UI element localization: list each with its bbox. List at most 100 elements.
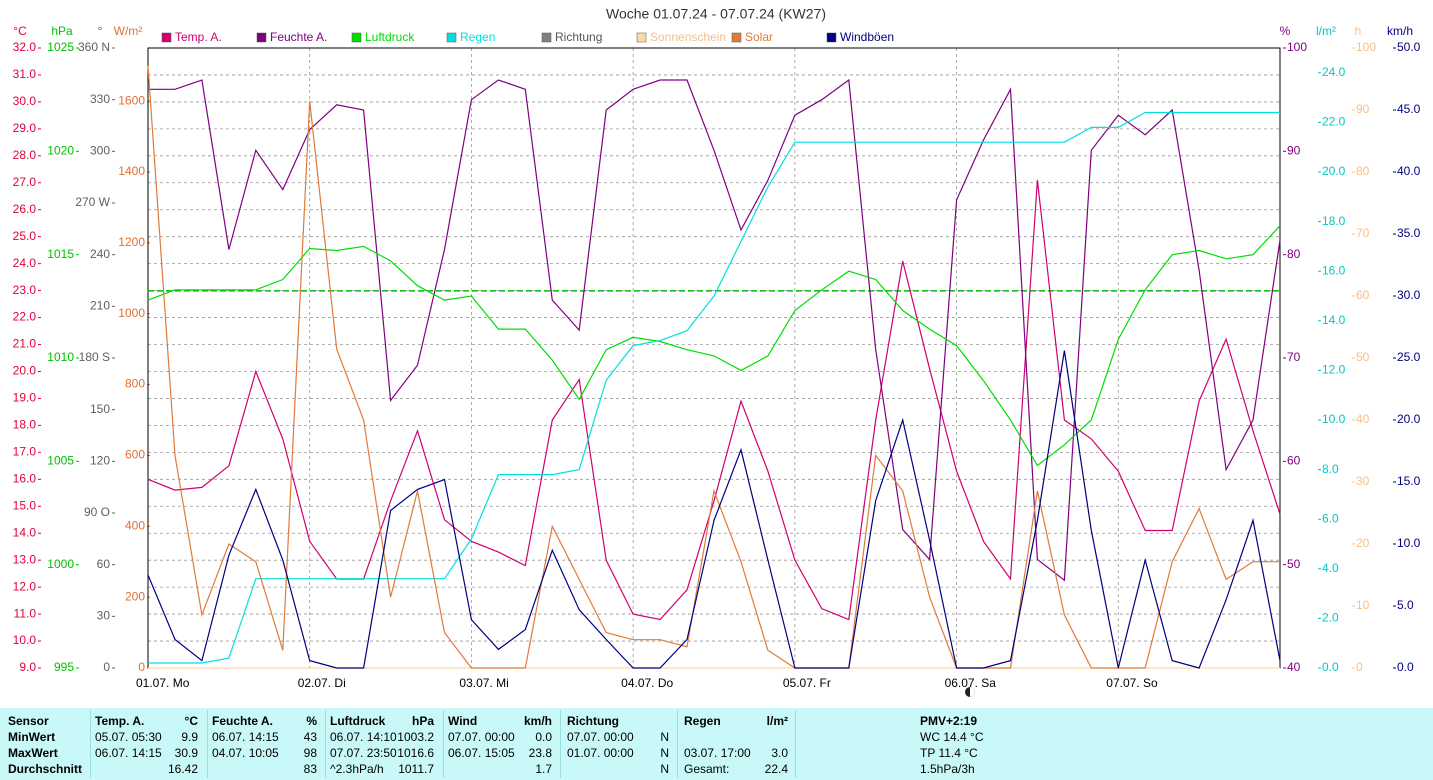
- y-tick-label: 30.0: [13, 94, 37, 108]
- cell: 01.07. 00:00: [567, 746, 634, 760]
- y-tick-label: 10: [1356, 598, 1370, 612]
- cell: N: [660, 762, 669, 776]
- y-tick-label: 1600: [118, 93, 145, 107]
- series-line: [147, 65, 1280, 669]
- axis-unit-label: km/h: [1387, 24, 1413, 38]
- series-line: [147, 350, 1281, 669]
- separator: [207, 710, 208, 778]
- y-tick-label: 19.0: [13, 391, 37, 405]
- row-label: MinWert: [8, 730, 56, 744]
- header: Sensor: [8, 714, 49, 728]
- stats-table: Sensor Temp. A. °C Feuchte A. % Luftdruc…: [0, 708, 1433, 780]
- y-tick-label: 300: [90, 144, 110, 158]
- cell: 06.07. 15:05: [448, 746, 515, 760]
- header: Wind: [448, 714, 478, 728]
- y-tick-label: 15.0: [1397, 474, 1421, 488]
- x-tick-label: 03.07. Mi: [459, 676, 508, 690]
- y-tick-label: 16.0: [1322, 263, 1346, 277]
- axis-unit-label: l/m²: [1316, 24, 1336, 38]
- y-tick-label: 45.0: [1397, 102, 1421, 116]
- y-tick-label: 4.0: [1322, 561, 1339, 575]
- header: km/h: [523, 714, 552, 728]
- cell: 23.8: [528, 746, 552, 760]
- y-tick-label: 240: [90, 247, 110, 261]
- y-tick-label: 600: [125, 448, 145, 462]
- y-tick-label: 40: [1287, 660, 1301, 674]
- legend-swatch: [351, 32, 362, 43]
- y-tick-label: 90: [1356, 102, 1370, 116]
- y-tick-label: 16.0: [13, 471, 37, 485]
- cell: 43: [303, 730, 317, 744]
- y-tick-label: 40: [1356, 412, 1370, 426]
- y-tick-label: 25.0: [1397, 350, 1421, 364]
- y-tick-label: 90 O: [84, 505, 110, 519]
- y-tick-label: 30.0: [1397, 288, 1421, 302]
- y-tick-label: 20.0: [1397, 412, 1421, 426]
- y-tick-label: 1000: [118, 306, 145, 320]
- y-tick-label: 2.0: [1322, 611, 1339, 625]
- axis-unit-label: °: [98, 24, 103, 38]
- cell: 07.07. 00:00: [448, 730, 515, 744]
- legend-label: Sonnenschein: [650, 30, 726, 44]
- y-tick-label: 29.0: [13, 121, 37, 135]
- x-tick-label: 07.07. So: [1106, 676, 1158, 690]
- y-tick-label: 1025: [47, 40, 74, 54]
- y-tick-label: 1200: [118, 235, 145, 249]
- y-tick-label: 31.0: [13, 67, 37, 81]
- cell: ^2.3hPa/h: [330, 762, 384, 776]
- cell: 0.0: [535, 730, 552, 744]
- x-tick-label: 04.07. Do: [621, 676, 673, 690]
- separator: [560, 710, 561, 778]
- y-tick-label: 210: [90, 299, 110, 313]
- y-tick-label: 10.0: [13, 633, 37, 647]
- cell: 16.42: [167, 762, 198, 776]
- chart-background: [0, 0, 1433, 708]
- legend-label: Temp. A.: [175, 30, 222, 44]
- y-tick-label: 0: [1356, 660, 1363, 674]
- y-tick-label: 1015: [47, 247, 74, 261]
- y-tick-label: 23.0: [13, 283, 37, 297]
- header: PMV+2:19: [920, 714, 978, 728]
- y-tick-label: 17.0: [13, 445, 37, 459]
- y-tick-label: 70: [1356, 226, 1370, 240]
- y-tick-label: 70: [1287, 350, 1301, 364]
- y-tick-label: 60: [1287, 454, 1301, 468]
- legend-label: Windböen: [840, 30, 894, 44]
- separator: [795, 710, 796, 778]
- y-tick-label: 10.0: [1397, 536, 1421, 550]
- legend-swatch: [826, 32, 837, 43]
- axis-unit-label: %: [1280, 24, 1291, 38]
- y-tick-label: 0.0: [1322, 660, 1339, 674]
- y-tick-label: 800: [125, 377, 145, 391]
- cell: 9.9: [181, 730, 198, 744]
- cell: Gesamt:: [684, 762, 730, 776]
- y-tick-label: 995: [54, 660, 74, 674]
- y-tick-label: 5.0: [1397, 598, 1414, 612]
- y-tick-label: 60: [1356, 288, 1370, 302]
- chart: Woche 01.07.24 - 07.07.24 (KW27) °C 9.0 10…: [0, 0, 1433, 708]
- y-tick-label: 10.0: [1322, 412, 1346, 426]
- y-tick-label: 22.0: [1322, 115, 1346, 129]
- y-tick-label: 60: [97, 557, 111, 571]
- cell: 04.07. 10:05: [212, 746, 279, 760]
- y-tick-label: 28.0: [13, 148, 37, 162]
- cell: 1011.7: [398, 762, 434, 776]
- legend-label: Luftdruck: [365, 30, 415, 44]
- y-tick-label: 20.0: [13, 364, 37, 378]
- header: Feuchte A.: [212, 714, 273, 728]
- y-tick-label: 9.0: [19, 660, 36, 674]
- cell: N: [660, 730, 669, 744]
- y-tick-label: 18.0: [1322, 214, 1346, 228]
- y-tick-label: 20: [1356, 536, 1370, 550]
- y-tick-label: 50: [1287, 557, 1301, 571]
- x-tick-label: 02.07. Di: [298, 676, 346, 690]
- y-tick-label: 8.0: [1322, 462, 1339, 476]
- y-tick-label: 270 W: [75, 195, 110, 209]
- chart-title: Woche 01.07.24 - 07.07.24 (KW27): [606, 6, 826, 22]
- y-tick-label: 0.0: [1397, 660, 1414, 674]
- y-tick-label: 30: [97, 609, 111, 623]
- header: %: [306, 714, 317, 728]
- y-tick-label: 26.0: [13, 202, 37, 216]
- series-line: [148, 111, 1280, 664]
- cell: 03.07. 17:00: [684, 746, 751, 760]
